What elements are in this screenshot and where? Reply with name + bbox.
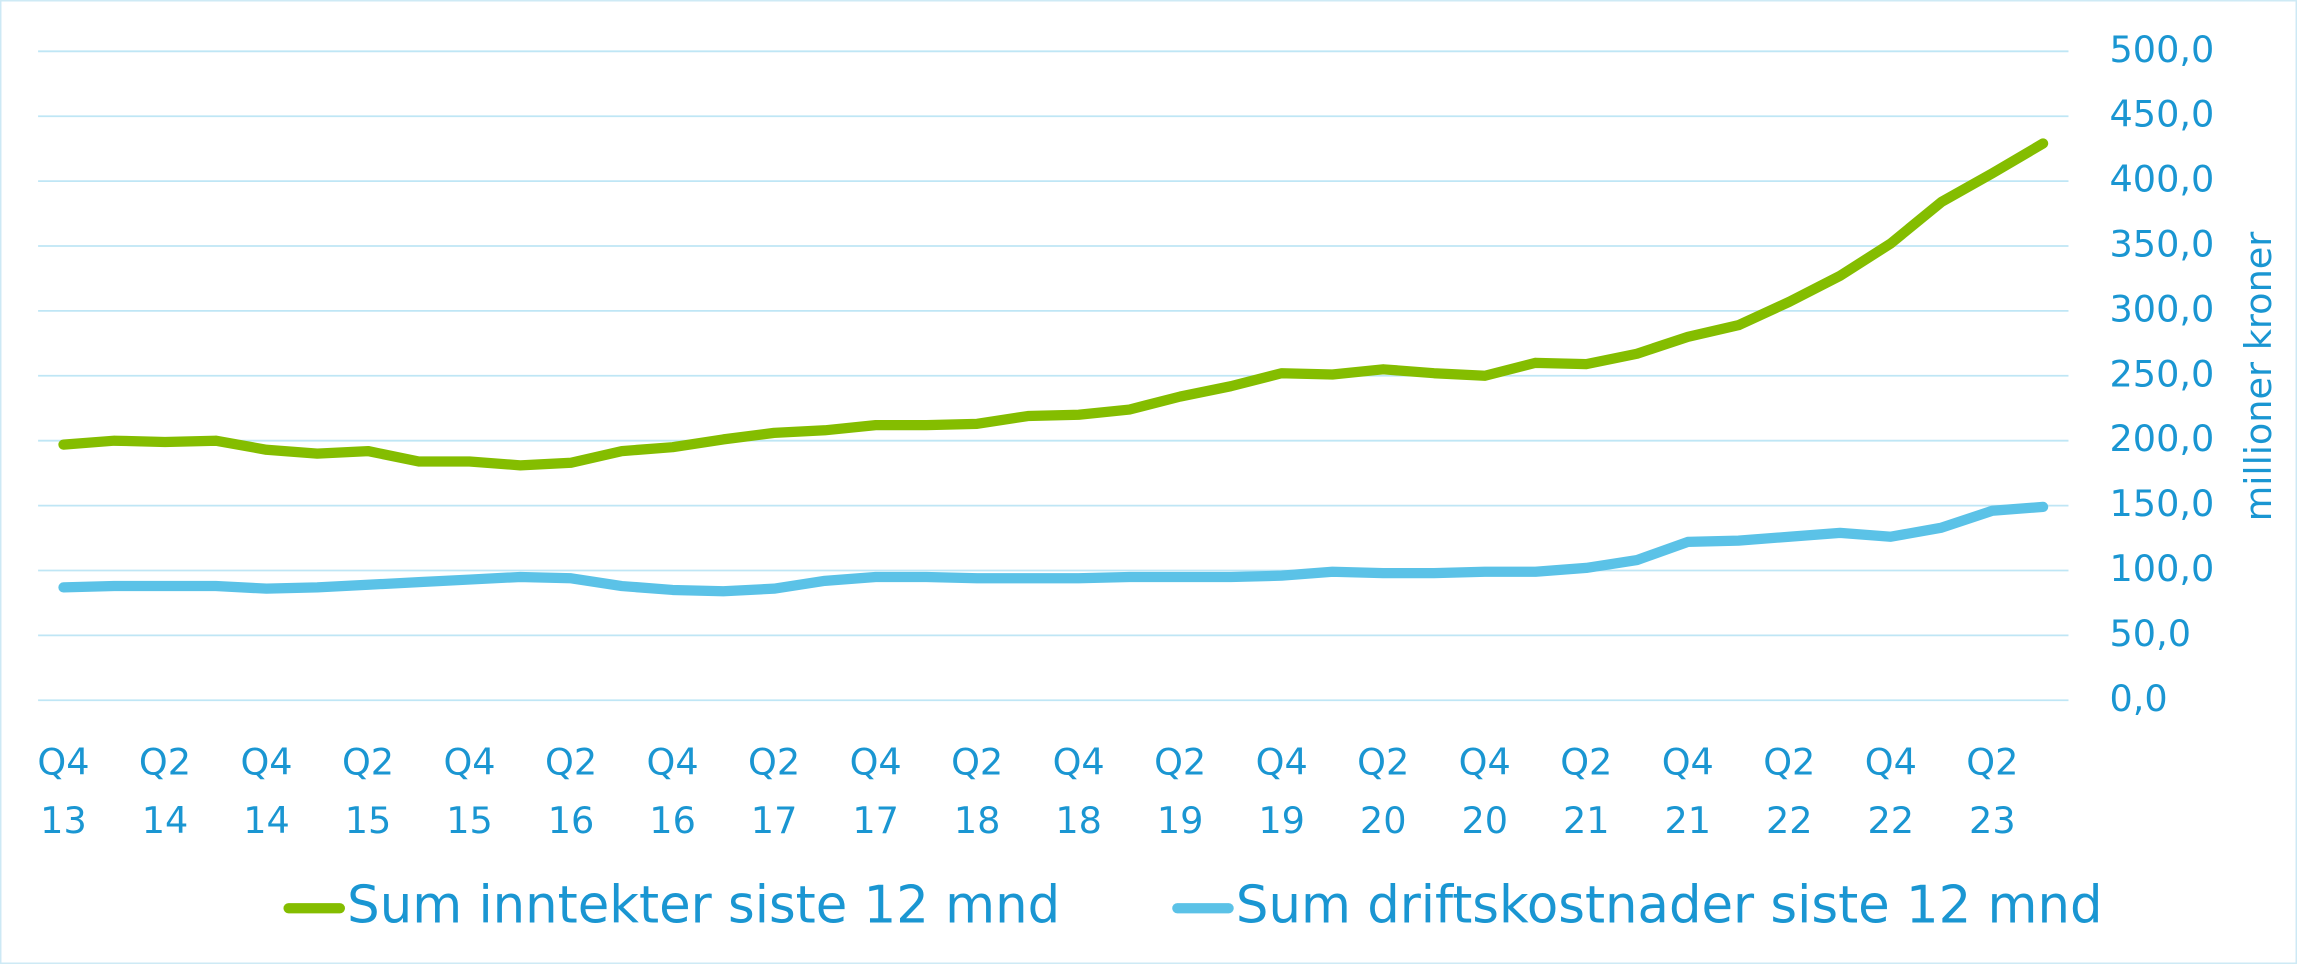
x-tick-label: Q2 14 [139, 740, 191, 842]
x-tick-label: Q2 17 [748, 740, 800, 842]
legend-label: Sum driftskostnader siste 12 mnd [1236, 875, 2103, 935]
y-tick-label: 450,0 [2109, 93, 2214, 136]
x-tick-label: Q4 19 [1256, 740, 1308, 842]
series-line [58, 138, 2049, 471]
x-tick-label: Q4 13 [37, 740, 89, 842]
x-tick-label: Q2 22 [1763, 740, 1815, 842]
x-tick-label: Q4 22 [1865, 740, 1917, 842]
x-tick-label: Q2 19 [1154, 740, 1206, 842]
series-line [58, 501, 2049, 597]
y-tick-label: 500,0 [2109, 28, 2214, 71]
x-tick-label: Q4 15 [443, 740, 495, 842]
y-tick-label: 350,0 [2109, 223, 2214, 266]
x-tick-label: Q4 17 [850, 740, 902, 842]
y-tick-label: 400,0 [2109, 158, 2214, 201]
x-tick-label: Q2 15 [342, 740, 394, 842]
x-tick-label: Q4 21 [1662, 740, 1714, 842]
x-tick-label: Q2 23 [1966, 740, 2018, 842]
x-tick-label: Q2 21 [1560, 740, 1612, 842]
y-tick-label: 200,0 [2109, 417, 2214, 460]
x-tick-label: Q2 16 [545, 740, 597, 842]
x-tick-label: Q4 14 [240, 740, 292, 842]
x-tick-label: Q4 20 [1459, 740, 1511, 842]
x-tick-label: Q4 18 [1053, 740, 1105, 842]
y-axis-label: millioner kroner [2237, 231, 2280, 522]
y-tick-label: 300,0 [2109, 287, 2214, 330]
y-tick-label: 100,0 [2109, 547, 2214, 590]
x-tick-label: Q2 18 [951, 740, 1003, 842]
y-tick-label: 50,0 [2109, 612, 2191, 655]
y-tick-label: 250,0 [2109, 352, 2214, 395]
y-tick-label: 0,0 [2109, 677, 2167, 720]
x-tick-label: Q2 20 [1357, 740, 1409, 842]
x-tick-label: Q4 16 [647, 740, 699, 842]
legend-label: Sum inntekter siste 12 mnd [347, 875, 1060, 935]
y-tick-label: 150,0 [2109, 482, 2214, 525]
